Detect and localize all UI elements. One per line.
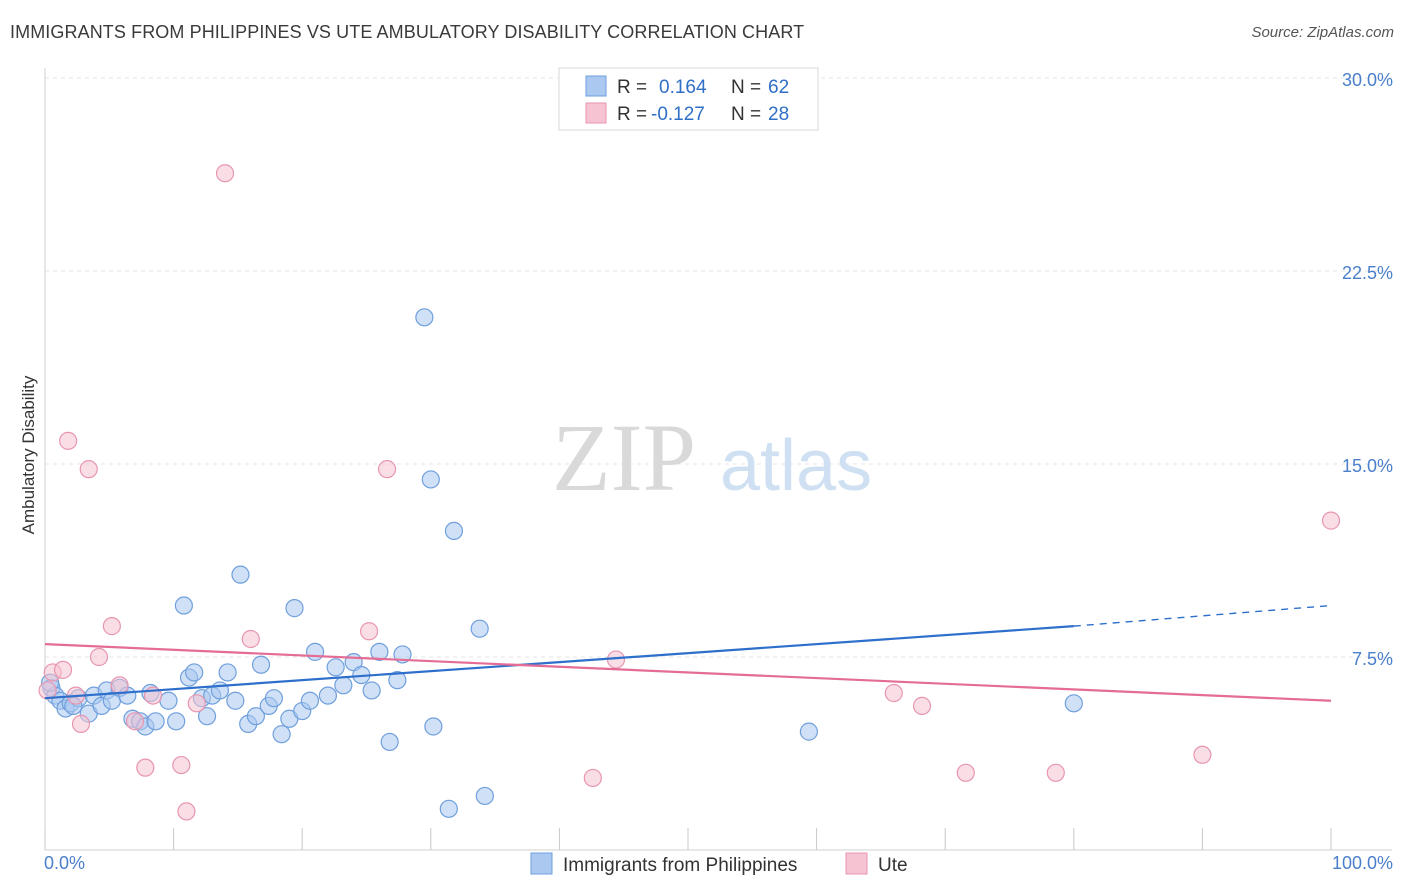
series-legend-swatch-1 xyxy=(845,852,868,875)
points-immigrants-from-philippines xyxy=(41,308,1083,818)
y-tick-label-0: 7.5% xyxy=(1352,649,1393,669)
point-philippines-41 xyxy=(318,686,338,705)
point-ute-12 xyxy=(172,755,191,775)
point-ute-1 xyxy=(53,660,73,679)
x-tick-labels: 0.0% 100.0% xyxy=(44,853,1393,873)
legend-r-label-1: R = xyxy=(617,104,647,125)
point-ute-10 xyxy=(136,758,155,777)
legend-r-value-1: -0.127 xyxy=(651,104,705,125)
y-tick-label-3: 30.0% xyxy=(1342,70,1393,90)
point-ute-17 xyxy=(359,622,379,641)
legend-n-label-0: N = xyxy=(731,77,761,98)
axes xyxy=(44,68,1392,851)
point-philippines-49 xyxy=(388,671,407,690)
point-philippines-31 xyxy=(246,707,266,726)
point-philippines-27 xyxy=(218,663,237,682)
y-tick-labels: 7.5% 15.0% 22.5% 30.0% xyxy=(1342,70,1393,669)
point-ute-23 xyxy=(956,763,975,782)
point-ute-21 xyxy=(884,683,903,703)
point-philippines-32 xyxy=(251,655,271,674)
point-ute-24 xyxy=(1046,763,1065,782)
point-philippines-40 xyxy=(305,642,325,661)
point-philippines-56 xyxy=(470,619,489,638)
legend-swatch-pink xyxy=(585,102,607,124)
point-philippines-42 xyxy=(326,658,345,677)
legend-r-value-0: 0.164 xyxy=(659,77,707,98)
legend-n-value-0: 62 xyxy=(768,77,789,98)
point-ute-7 xyxy=(102,617,121,636)
point-ute-26 xyxy=(1321,511,1341,530)
point-philippines-52 xyxy=(421,470,440,489)
x-tick-label-0: 0.0% xyxy=(44,853,85,873)
point-philippines-24 xyxy=(197,707,217,726)
point-ute-6 xyxy=(89,647,109,667)
point-philippines-55 xyxy=(444,521,464,541)
point-ute-27 xyxy=(38,681,57,700)
watermark-atlas: atlas xyxy=(720,426,872,506)
point-ute-15 xyxy=(215,164,235,183)
point-ute-4 xyxy=(71,714,91,734)
point-philippines-54 xyxy=(439,799,458,818)
point-ute-14 xyxy=(187,694,206,713)
point-philippines-18 xyxy=(159,691,178,710)
trend-line-philippines xyxy=(44,625,1074,700)
point-philippines-51 xyxy=(415,308,434,327)
trend-line-philippines-extrapolated xyxy=(1073,604,1332,627)
point-philippines-57 xyxy=(475,786,494,806)
point-ute-18 xyxy=(377,460,397,479)
trend-lines xyxy=(44,604,1332,702)
point-ute-25 xyxy=(1193,745,1212,764)
y-tick-label-2: 22.5% xyxy=(1342,263,1393,283)
series-legend-swatch-0 xyxy=(530,852,553,875)
point-philippines-47 xyxy=(370,642,389,661)
series-legend-label-0: Immigrants from Philippines xyxy=(563,855,797,876)
series-legend-label-1: Ute xyxy=(878,855,908,876)
point-ute-19 xyxy=(583,768,602,788)
y-axis-label: Ambulatory Disability xyxy=(19,375,38,534)
grid-lines xyxy=(45,77,1392,658)
point-philippines-53 xyxy=(424,717,443,736)
series-legend: Immigrants from Philippines Ute xyxy=(530,852,908,876)
legend-n-label-1: N = xyxy=(731,104,761,125)
point-philippines-43 xyxy=(334,676,353,695)
y-tick-label-1: 15.0% xyxy=(1342,456,1393,476)
point-philippines-29 xyxy=(231,565,250,584)
point-philippines-17 xyxy=(146,712,165,731)
point-ute-2 xyxy=(59,431,78,450)
point-philippines-34 xyxy=(264,689,284,708)
point-philippines-37 xyxy=(285,599,304,618)
point-ute-9 xyxy=(125,712,145,731)
point-philippines-59 xyxy=(1064,694,1083,713)
point-philippines-20 xyxy=(174,596,193,615)
point-philippines-58 xyxy=(799,722,818,741)
point-ute-8 xyxy=(110,676,129,695)
chart-title: IMMIGRANTS FROM PHILIPPINES VS UTE AMBUL… xyxy=(10,22,805,42)
point-philippines-35 xyxy=(272,725,291,744)
trend-line-ute xyxy=(44,643,1332,702)
point-ute-5 xyxy=(79,460,98,479)
point-philippines-19 xyxy=(167,712,186,731)
legend-swatch-blue xyxy=(585,75,607,97)
point-philippines-46 xyxy=(362,681,381,700)
legend-n-value-1: 28 xyxy=(768,104,789,125)
point-ute-22 xyxy=(912,696,932,715)
point-ute-13 xyxy=(177,802,196,821)
watermark: ZIP atlas xyxy=(552,404,872,511)
point-philippines-39 xyxy=(300,691,320,710)
point-philippines-48 xyxy=(380,732,399,752)
source-label: Source: ZipAtlas.com xyxy=(1251,24,1394,41)
x-tick-label-1: 100.0% xyxy=(1332,853,1393,873)
legend-r-label-0: R = xyxy=(617,77,647,98)
points-ute xyxy=(38,164,1341,821)
point-philippines-22 xyxy=(185,663,204,682)
correlation-legend: R = 0.164 N = 62 R = -0.127 N = 28 xyxy=(558,67,819,131)
point-ute-16 xyxy=(241,629,260,649)
point-philippines-28 xyxy=(226,691,245,710)
watermark-zip: ZIP xyxy=(552,404,696,511)
